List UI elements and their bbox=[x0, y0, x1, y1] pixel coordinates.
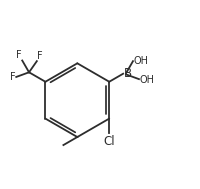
Text: B: B bbox=[124, 67, 132, 80]
Text: Cl: Cl bbox=[103, 135, 115, 148]
Text: OH: OH bbox=[134, 56, 149, 66]
Text: F: F bbox=[16, 50, 22, 60]
Text: F: F bbox=[37, 51, 43, 61]
Text: F: F bbox=[10, 72, 15, 82]
Text: OH: OH bbox=[140, 75, 155, 85]
